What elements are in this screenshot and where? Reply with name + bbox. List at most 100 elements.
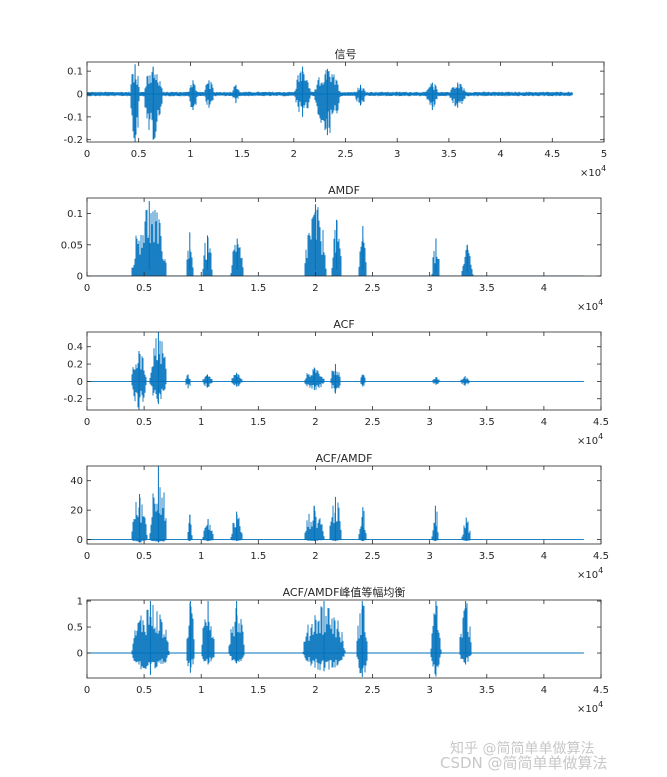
x-tick-label: 3.5	[479, 685, 495, 696]
x-exponent-label: ×104	[580, 164, 606, 179]
plot-area	[87, 62, 604, 142]
x-exponent-base: ×10	[580, 168, 601, 179]
x-tick-label: 4.5	[593, 551, 609, 562]
x-tick-label: 0	[84, 283, 90, 294]
x-exponent-label: ×104	[577, 432, 603, 447]
x-tick-label: 1	[198, 685, 204, 696]
x-exponent-power: 4	[601, 164, 606, 173]
x-exponent-base: ×10	[577, 704, 598, 715]
x-tick-label: 2	[312, 283, 318, 294]
x-exponent-base: ×10	[577, 302, 598, 313]
y-tick-label: 0	[77, 90, 83, 101]
x-tick-label: 1.5	[250, 417, 266, 428]
x-tick-label: 0.5	[136, 283, 152, 294]
x-tick-label: 2.5	[365, 283, 381, 294]
x-tick-label: 1	[198, 283, 204, 294]
x-tick-label: 2.5	[365, 685, 381, 696]
x-tick-label: 1.5	[250, 685, 266, 696]
x-tick-label: 3	[394, 149, 400, 160]
x-tick-label: 2.5	[338, 149, 354, 160]
x-tick-label: 0	[84, 551, 90, 562]
axes-box	[86, 465, 602, 545]
plot-area	[87, 600, 601, 678]
y-tick-label: 0	[77, 649, 83, 660]
y-tick-label: 0.5	[67, 623, 83, 634]
chart-title: ACF	[333, 318, 354, 331]
chart-title: 信号	[335, 48, 357, 61]
x-tick-label: 2	[312, 417, 318, 428]
x-tick-label: 4.5	[593, 417, 609, 428]
x-exponent-label: ×104	[577, 298, 603, 313]
y-tick-label: 0.1	[67, 209, 83, 220]
x-exponent-power: 4	[598, 432, 603, 441]
x-tick-label: 1.5	[250, 551, 266, 562]
x-tick-label: 3	[426, 283, 432, 294]
x-tick-label: 4	[541, 417, 547, 428]
x-tick-label: 4	[497, 149, 503, 160]
y-tick-label: -0.2	[63, 135, 83, 146]
x-tick-label: 0.5	[131, 149, 147, 160]
x-tick-label: 3	[426, 551, 432, 562]
x-exponent-power: 4	[598, 298, 603, 307]
x-tick-label: 0.5	[136, 417, 152, 428]
x-tick-label: 3.5	[441, 149, 457, 160]
x-tick-label: 4	[541, 685, 547, 696]
watermark-zhihu: 知乎 @简简单单做算法	[450, 741, 595, 757]
x-tick-label: 0	[84, 417, 90, 428]
x-tick-label: 0.5	[136, 685, 152, 696]
plot-area	[87, 198, 601, 276]
x-tick-label: 5	[601, 149, 607, 160]
x-tick-label: 4	[541, 551, 547, 562]
x-tick-label: 4.5	[544, 149, 560, 160]
x-tick-label: 0.5	[136, 551, 152, 562]
x-tick-label: 2	[312, 685, 318, 696]
plot-area	[87, 466, 601, 544]
x-tick-label: 4.5	[593, 685, 609, 696]
x-tick-label: 2	[291, 149, 297, 160]
x-tick-label: 1	[187, 149, 193, 160]
y-tick-label: 0.2	[67, 360, 83, 371]
x-tick-label: 2	[312, 551, 318, 562]
y-tick-label: 0.1	[67, 67, 83, 78]
x-tick-label: 3	[426, 685, 432, 696]
x-tick-label: 1.5	[234, 149, 250, 160]
axes-box	[86, 599, 602, 679]
y-tick-label: -0.2	[63, 394, 83, 405]
y-tick-label: 0	[77, 535, 83, 546]
x-tick-label: 3.5	[479, 551, 495, 562]
y-tick-label: 1	[77, 597, 83, 608]
axes-box	[86, 197, 602, 277]
chart-panel-1: 0 0.5 1 1.5 2 2.5 3 3.5 4 4.5 5-0.2-0.100.1信号×104	[63, 48, 607, 179]
y-tick-label: -0.1	[63, 112, 83, 123]
x-exponent-base: ×10	[577, 570, 598, 581]
x-exponent-power: 4	[598, 700, 603, 709]
chart-title: ACF/AMDF峰值等幅均衡	[283, 585, 406, 599]
x-tick-label: 1.5	[250, 283, 266, 294]
x-exponent-power: 4	[598, 566, 603, 575]
x-exponent-label: ×104	[577, 700, 603, 715]
plot-area	[87, 332, 601, 410]
watermark-csdn: CSDN @简简单单做算法	[440, 754, 608, 772]
x-exponent-label: ×104	[577, 566, 603, 581]
x-tick-label: 3	[426, 417, 432, 428]
x-tick-label: 0	[84, 149, 90, 160]
x-tick-label: 1	[198, 417, 204, 428]
x-tick-label: 2.5	[365, 551, 381, 562]
chart-panel-5: 0 0.5 1 1.5 2 2.5 3 3.5 4 4.5 0 0.5 1 ACF/AMDF峰值等幅均衡 ×…	[67, 585, 609, 715]
y-tick-label: 20	[70, 506, 83, 517]
y-tick-label: 0.4	[67, 342, 83, 353]
y-tick-label: 0	[77, 377, 83, 388]
x-tick-label: 1	[198, 551, 204, 562]
y-tick-label: 0.05	[61, 240, 83, 251]
y-tick-label: 0	[77, 272, 83, 283]
x-tick-label: 2.5	[365, 417, 381, 428]
chart-title: ACF/AMDF	[316, 452, 373, 465]
x-tick-label: 4	[541, 283, 547, 294]
y-tick-label: 40	[70, 476, 83, 487]
x-tick-label: 0	[84, 685, 90, 696]
x-tick-label: 3.5	[479, 283, 495, 294]
